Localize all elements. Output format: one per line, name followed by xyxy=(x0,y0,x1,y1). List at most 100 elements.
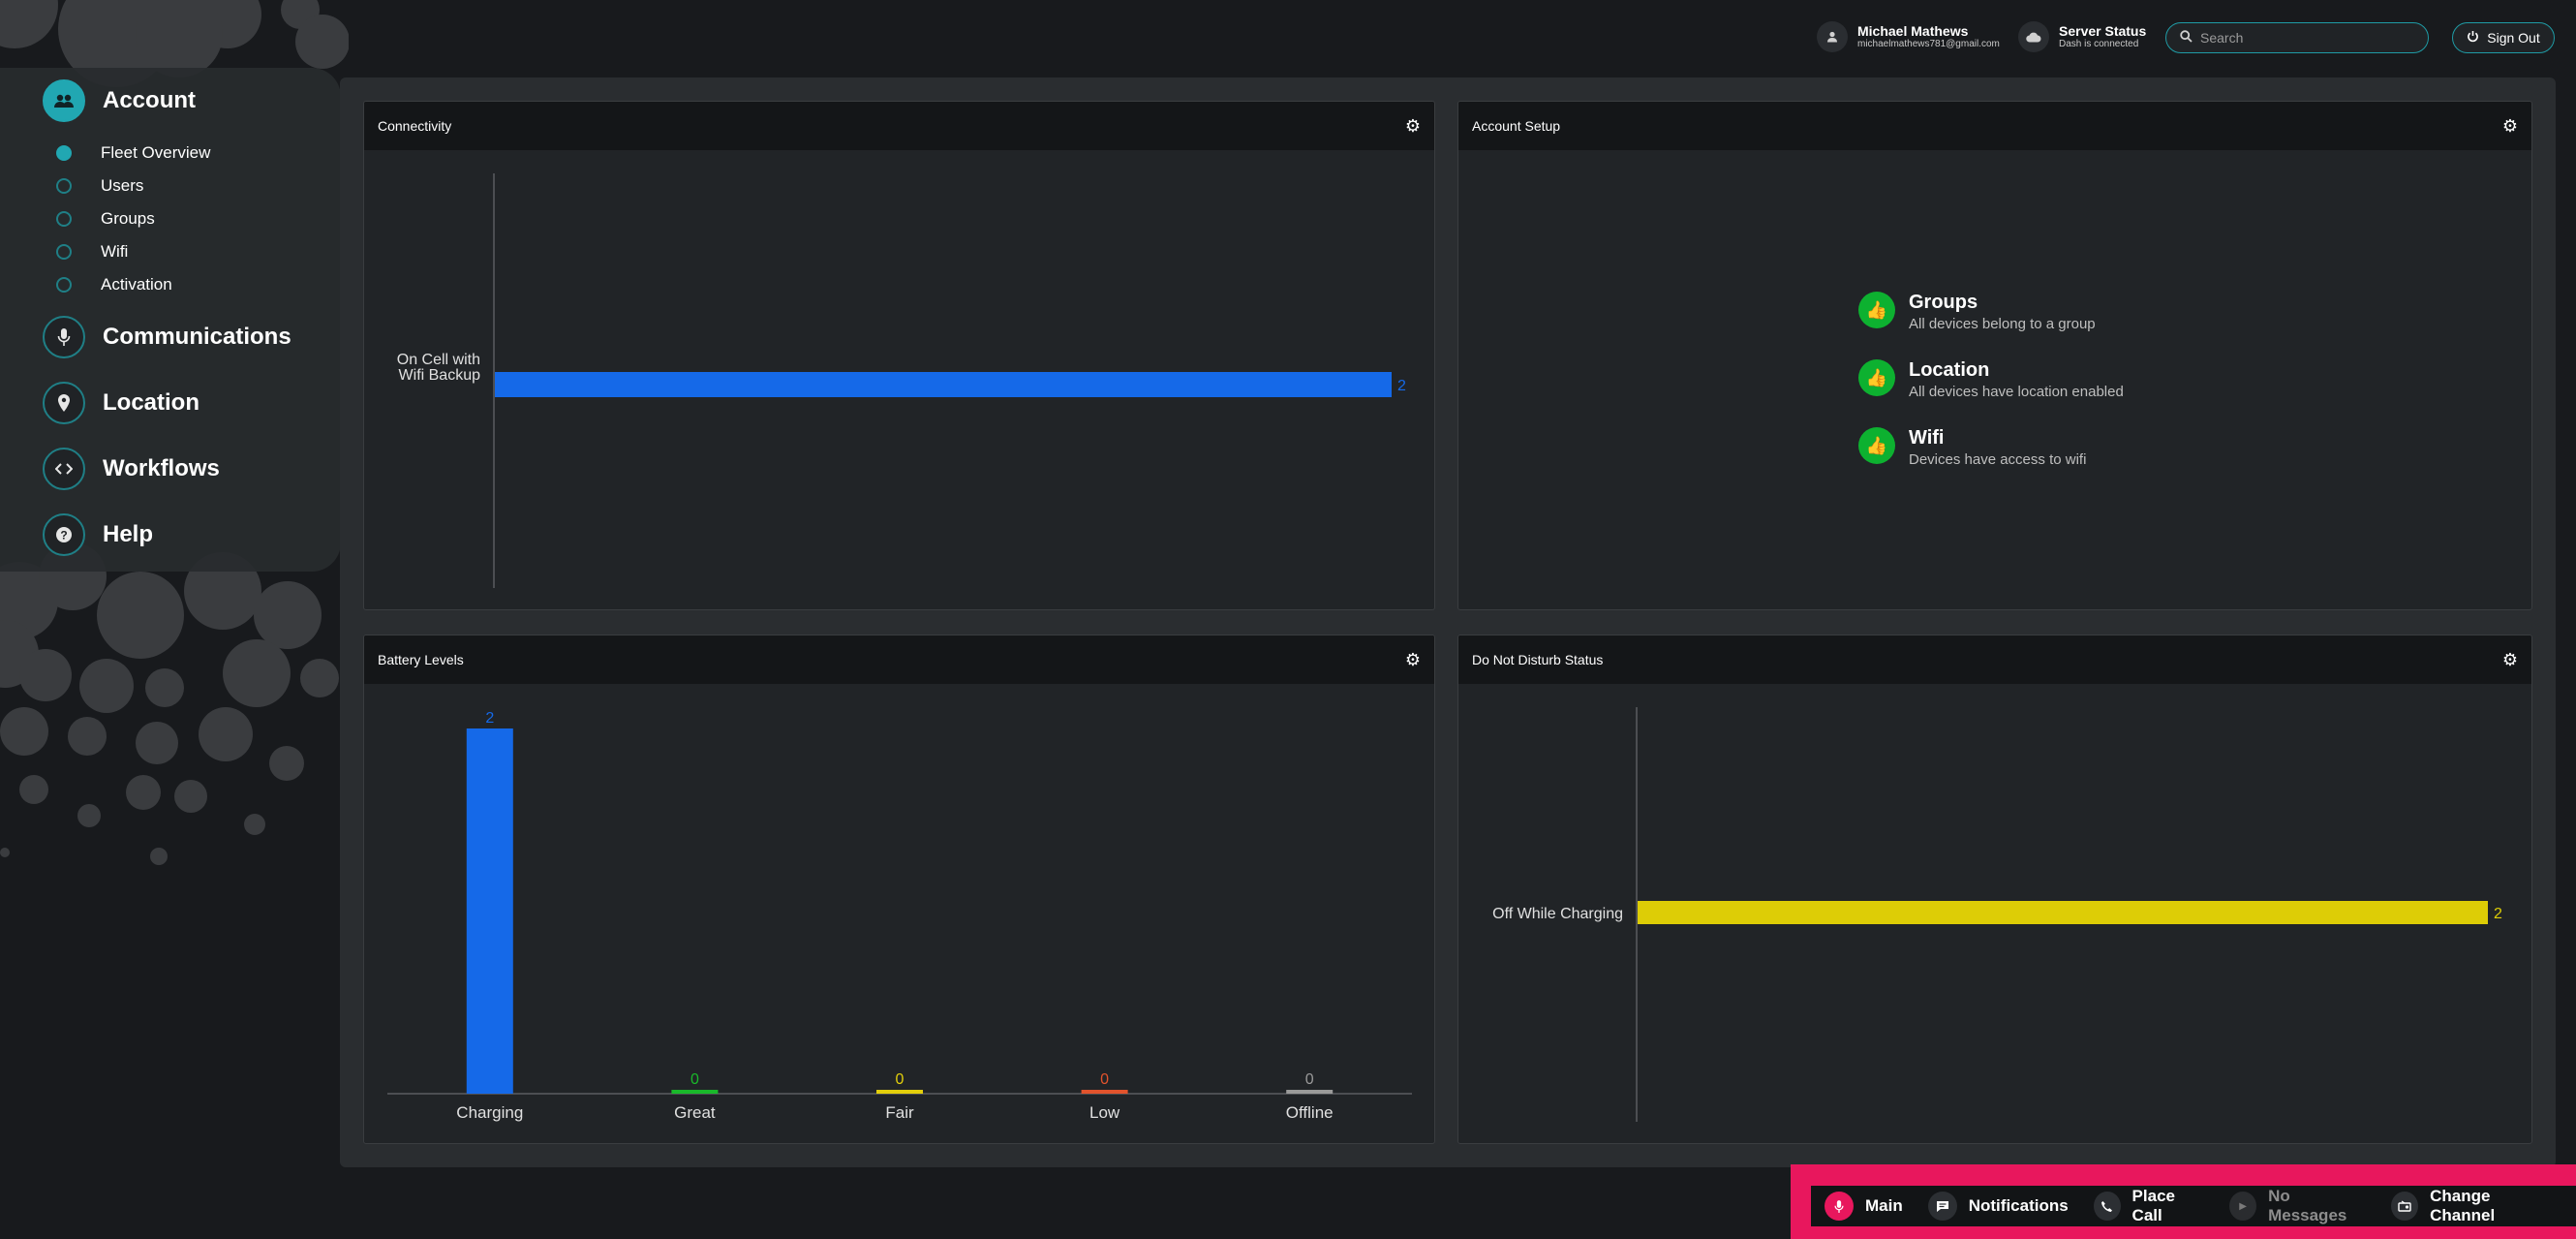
bottom-bar-label: No Messages xyxy=(2268,1187,2347,1224)
sidebar-item-activation[interactable]: Activation xyxy=(56,275,172,294)
thumbs-up-icon: 👍 xyxy=(1858,359,1895,396)
category-label: Offline xyxy=(1286,1103,1334,1122)
connectivity-card: Connectivity ⚙ On Cell with Wifi Backup 2 xyxy=(363,101,1435,610)
messages-button[interactable]: ▶ No Messages xyxy=(2229,1187,2366,1225)
connectivity-chart: On Cell with Wifi Backup 2 xyxy=(397,173,1406,588)
gear-icon[interactable]: ⚙ xyxy=(2501,115,2518,136)
radio-dot xyxy=(56,178,72,194)
card-title: Account Setup xyxy=(1472,118,1561,134)
sidebar-section-workflows[interactable]: Workflows xyxy=(43,448,220,490)
sidebar-section-label: Location xyxy=(103,389,199,416)
thumbs-up-icon: 👍 xyxy=(1858,292,1895,328)
category-label: Off While Charging xyxy=(1492,906,1623,922)
gear-icon[interactable]: ⚙ xyxy=(2501,649,2518,669)
gear-icon[interactable]: ⚙ xyxy=(1404,115,1421,136)
bar[interactable] xyxy=(495,372,1392,397)
radio-dot xyxy=(56,145,72,161)
search-box[interactable] xyxy=(2165,22,2429,53)
server-status[interactable]: Server Status Dash is connected xyxy=(2018,21,2146,52)
bar-offline[interactable] xyxy=(1286,1090,1334,1094)
sidebar: Account Fleet Overview Users Groups Wifi… xyxy=(0,68,341,572)
person-icon xyxy=(1817,21,1848,52)
category-label: Great xyxy=(674,1103,716,1122)
sign-out-button[interactable]: Sign Out xyxy=(2452,22,2555,53)
pin-icon xyxy=(43,382,85,424)
search-icon xyxy=(2180,30,2193,46)
sidebar-item-label: Users xyxy=(101,176,144,195)
radio-dot xyxy=(56,211,72,227)
sidebar-item-fleet-overview[interactable]: Fleet Overview xyxy=(56,143,210,163)
bar-value-label: 0 xyxy=(1305,1071,1314,1088)
power-icon xyxy=(2467,30,2479,46)
server-status-text: Dash is connected xyxy=(2059,39,2139,50)
channel-icon xyxy=(2391,1192,2419,1221)
setup-item-location[interactable]: 👍 Location All devices have location ena… xyxy=(1858,359,2124,400)
card-title: Battery Levels xyxy=(378,652,464,667)
bar-great[interactable] xyxy=(671,1090,719,1094)
battery-chart: 2 Charging 0 Great 0 Fair 0 Low 0 Offline xyxy=(387,710,1412,1122)
category-label: Low xyxy=(1089,1103,1120,1122)
server-status-title: Server Status xyxy=(2059,22,2147,39)
bar-low[interactable] xyxy=(1081,1090,1128,1094)
dnd-status-card: Do Not Disturb Status ⚙ Off While Chargi… xyxy=(1457,635,2532,1144)
bar-value-label: 0 xyxy=(1100,1071,1109,1088)
setup-item-desc: All devices belong to a group xyxy=(1909,316,2096,332)
setup-item-desc: All devices have location enabled xyxy=(1909,384,2124,400)
battery-levels-card: Battery Levels ⚙ 2 Charging 0 Great 0 Fair 0 Lo… xyxy=(363,635,1435,1144)
category-label: Fair xyxy=(885,1103,914,1122)
setup-item-title: Location xyxy=(1909,359,1990,381)
setup-item-groups[interactable]: 👍 Groups All devices belong to a group xyxy=(1858,292,2096,332)
sidebar-item-wifi[interactable]: Wifi xyxy=(56,242,128,262)
thumbs-up-icon: 👍 xyxy=(1858,427,1895,464)
user-email: michaelmathews781@gmail.com xyxy=(1857,39,2000,50)
bottom-bar-label: Place Call xyxy=(2131,1187,2175,1224)
bar-value-label: 2 xyxy=(485,710,494,727)
sidebar-section-help[interactable]: ? Help xyxy=(43,513,153,556)
sign-out-label: Sign Out xyxy=(2487,30,2540,46)
bar[interactable] xyxy=(1638,901,2488,924)
background-bubbles xyxy=(0,0,349,1239)
sidebar-section-communications[interactable]: Communications xyxy=(43,316,291,358)
microphone-icon xyxy=(1825,1192,1854,1221)
sidebar-item-label: Groups xyxy=(101,209,155,228)
radio-dot xyxy=(56,277,72,293)
notifications-button[interactable]: Notifications xyxy=(1927,1192,2069,1221)
setup-item-title: Wifi xyxy=(1909,427,1945,449)
place-call-button[interactable]: Place Call xyxy=(2093,1187,2204,1225)
sidebar-section-label: Account xyxy=(103,87,196,113)
sidebar-item-label: Activation xyxy=(101,275,172,294)
dnd-chart: Off While Charging 2 xyxy=(1492,707,2502,1122)
chat-icon xyxy=(1927,1192,1957,1221)
sidebar-section-label: Workflows xyxy=(103,455,220,481)
svg-text:?: ? xyxy=(60,529,67,542)
bar-charging[interactable] xyxy=(466,728,513,1094)
bar-value-label: 2 xyxy=(2494,906,2502,922)
channel-main-button[interactable]: Main xyxy=(1825,1192,1903,1221)
user-name: Michael Mathews xyxy=(1857,22,1969,39)
radio-dot xyxy=(56,244,72,260)
sidebar-section-label: Help xyxy=(103,521,154,547)
bottom-bar-label: Main xyxy=(1865,1196,1903,1215)
sidebar-item-groups[interactable]: Groups xyxy=(56,209,155,229)
setup-item-title: Groups xyxy=(1909,292,1978,313)
bar-fair[interactable] xyxy=(876,1090,923,1094)
bar-value-label: 0 xyxy=(690,1071,699,1088)
dashboard: Connectivity ⚙ On Cell with Wifi Backup 2… xyxy=(340,77,2556,1167)
search-input[interactable] xyxy=(2200,30,2404,46)
gear-icon[interactable]: ⚙ xyxy=(1404,649,1421,669)
setup-item-wifi[interactable]: 👍 Wifi Devices have access to wifi xyxy=(1858,427,2086,468)
sidebar-section-location[interactable]: Location xyxy=(43,382,199,424)
user-info[interactable]: Michael Mathews michaelmathews781@gmail.… xyxy=(1817,21,2000,52)
card-title: Connectivity xyxy=(378,118,452,134)
change-channel-button[interactable]: Change Channel xyxy=(2391,1187,2551,1225)
bottom-bar: Main Notifications Place Call ▶ No Messa… xyxy=(1811,1186,2576,1226)
phone-icon xyxy=(2093,1192,2121,1221)
bottom-bar-label: Change Channel xyxy=(2430,1187,2496,1224)
sidebar-item-users[interactable]: Users xyxy=(56,176,143,196)
play-icon: ▶ xyxy=(2229,1192,2257,1221)
help-icon: ? xyxy=(43,513,85,556)
bottom-bar-label: Notifications xyxy=(1968,1196,2069,1215)
sidebar-section-label: Communications xyxy=(103,324,291,350)
code-icon xyxy=(43,448,85,490)
sidebar-section-account[interactable]: Account xyxy=(43,79,196,122)
